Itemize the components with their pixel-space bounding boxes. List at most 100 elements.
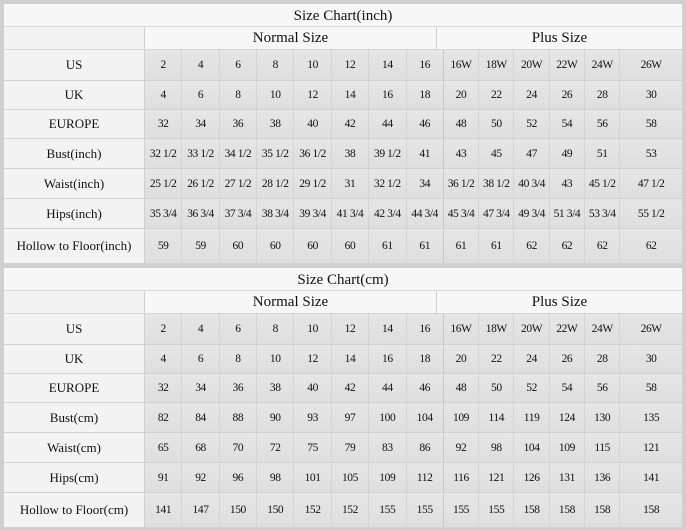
table-cell: 44 3/4 — [406, 199, 444, 228]
plus-size-header: Plus Size — [437, 27, 682, 49]
table-row: US 2 4 6 8 10 12 14 16 16W 18W 20W 22W 24W 26W — [4, 314, 682, 345]
table-cell: 65 — [145, 433, 183, 462]
table-cell: 2 — [145, 50, 183, 80]
table-cell: 33 1/2 — [182, 139, 220, 168]
table-cell: 10 — [294, 50, 332, 80]
table-cell: 158 — [620, 493, 682, 527]
table-cell: 22 — [479, 81, 515, 109]
table-cell: 60 — [257, 229, 295, 263]
table-cell: 34 — [182, 374, 220, 402]
table-cell: 26W — [620, 314, 682, 344]
table-cell: 12 — [294, 81, 332, 109]
table-cell: 44 — [369, 110, 407, 138]
table-cell: 38 — [257, 110, 295, 138]
table-cell: 72 — [257, 433, 295, 462]
row-label: Hips(inch) — [4, 199, 145, 228]
table-cell: 48 — [443, 110, 480, 138]
table-cell: 158 — [585, 493, 621, 527]
table-cell: 20 — [443, 81, 480, 109]
table-cell: 152 — [294, 493, 332, 527]
table-cell: 92 — [182, 463, 220, 492]
table-cell: 100 — [369, 403, 407, 432]
table-cell: 91 — [145, 463, 183, 492]
table-row: US 2 4 6 8 10 12 14 16 16W 18W 20W 22W 24W 26W — [4, 50, 682, 81]
table-cell: 51 3/4 — [549, 199, 586, 228]
table-cell: 8 — [257, 314, 295, 344]
table-cell: 22W — [549, 50, 586, 80]
table-cell: 20 — [443, 345, 480, 373]
table-cell: 131 — [549, 463, 586, 492]
table-cell: 49 3/4 — [514, 199, 550, 228]
table-cell: 16W — [443, 50, 480, 80]
table-cell: 10 — [294, 314, 332, 344]
blank-cell — [4, 291, 145, 313]
table-cell: 150 — [219, 493, 258, 527]
table-row: Hollow to Floor(inch) 59 59 60 60 60 60 61 61 61 6… — [4, 229, 682, 264]
table-cell: 25 1/2 — [145, 169, 183, 198]
table-cell: 10 — [257, 81, 295, 109]
table-cell: 35 3/4 — [145, 199, 183, 228]
table-cell: 93 — [294, 403, 332, 432]
table-cell: 41 3/4 — [331, 199, 370, 228]
plus-size-header: Plus Size — [437, 291, 682, 313]
table-cell: 86 — [406, 433, 444, 462]
table-row: EUROPE 32 34 36 38 40 42 44 46 48 50 52 54 56 58 — [4, 374, 682, 403]
table-cell: 16 — [406, 314, 444, 344]
table-row: Waist(inch) 25 1/2 26 1/2 27 1/2 28 1/2 29 1/… — [4, 169, 682, 199]
table-cell: 58 — [620, 374, 682, 402]
table-cell: 32 — [145, 110, 183, 138]
table-cell: 44 — [369, 374, 407, 402]
table-cell: 6 — [182, 345, 220, 373]
table-cell: 60 — [294, 229, 332, 263]
table-cell: 37 3/4 — [219, 199, 258, 228]
table-cell: 42 3/4 — [369, 199, 407, 228]
table-cell: 84 — [182, 403, 220, 432]
table-cell: 119 — [514, 403, 550, 432]
table-cell: 26 — [549, 345, 586, 373]
table-cell: 41 — [406, 139, 444, 168]
table-cell: 38 — [257, 374, 295, 402]
table-cell: 34 — [406, 169, 444, 198]
row-label: US — [4, 50, 145, 80]
table-cell: 16 — [369, 81, 407, 109]
table-cell: 51 — [585, 139, 621, 168]
row-label: Waist(cm) — [4, 433, 145, 462]
table-cell: 43 — [549, 169, 586, 198]
table-cell: 24 — [514, 81, 550, 109]
table-row: Waist(cm) 65 68 70 72 75 79 83 86 92 98 104 109 115 12… — [4, 433, 682, 463]
table-cell: 61 — [479, 229, 515, 263]
table-cell: 135 — [620, 403, 682, 432]
table-cell: 18 — [406, 345, 444, 373]
table-cell: 126 — [514, 463, 550, 492]
row-label: Bust(cm) — [4, 403, 145, 432]
table-cell: 53 — [620, 139, 682, 168]
table-cell: 58 — [620, 110, 682, 138]
table-cell: 40 3/4 — [514, 169, 550, 198]
chart-title: Size Chart(inch) — [4, 4, 682, 27]
size-chart-cm: Size Chart(cm) Normal Size Plus Size US 2 4 6 8… — [4, 268, 682, 528]
table-cell: 38 — [331, 139, 370, 168]
table-cell: 35 1/2 — [257, 139, 295, 168]
table-cell: 16 — [369, 345, 407, 373]
table-cell: 47 3/4 — [479, 199, 515, 228]
table-cell: 61 — [443, 229, 480, 263]
table-cell: 136 — [585, 463, 621, 492]
table-cell: 141 — [620, 463, 682, 492]
table-cell: 68 — [182, 433, 220, 462]
table-cell: 105 — [331, 463, 370, 492]
table-cell: 28 — [585, 345, 621, 373]
table-cell: 6 — [219, 314, 258, 344]
table-cell: 36 — [219, 110, 258, 138]
table-cell: 109 — [443, 403, 480, 432]
table-cell: 28 — [585, 81, 621, 109]
table-cell: 16W — [443, 314, 480, 344]
table-cell: 8 — [219, 345, 258, 373]
table-cell: 62 — [549, 229, 586, 263]
table-cell: 40 — [294, 374, 332, 402]
table-cell: 14 — [331, 345, 370, 373]
table-cell: 155 — [406, 493, 444, 527]
table-cell: 50 — [479, 110, 515, 138]
table-cell: 112 — [406, 463, 444, 492]
table-cell: 32 1/2 — [369, 169, 407, 198]
table-cell: 90 — [257, 403, 295, 432]
